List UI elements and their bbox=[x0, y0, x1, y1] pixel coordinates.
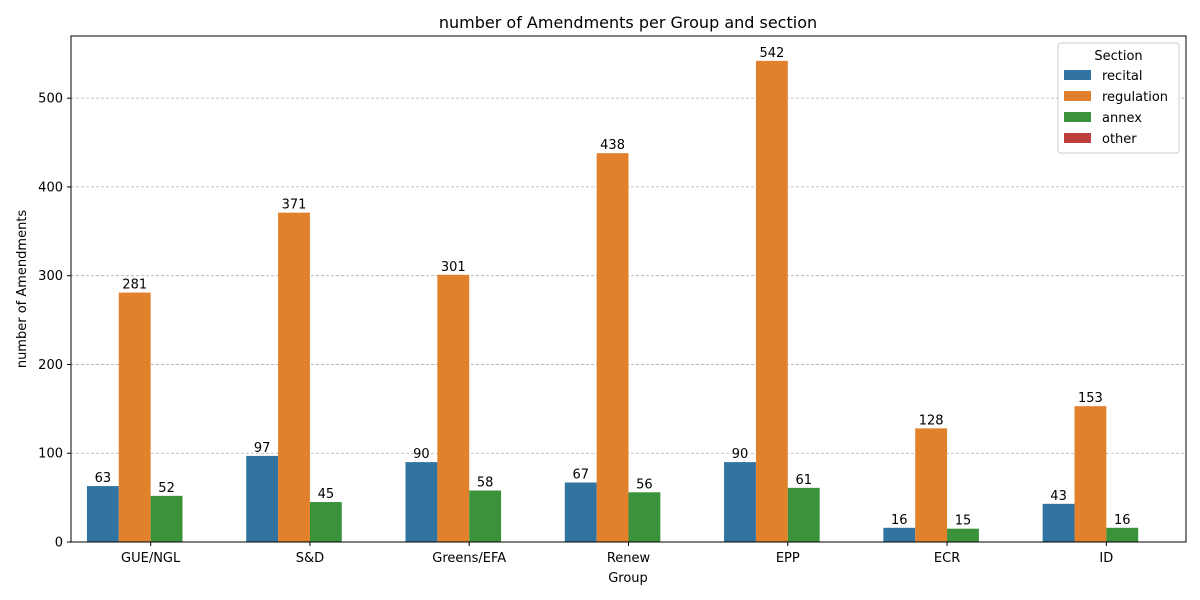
y-tick-label: 400 bbox=[38, 180, 63, 195]
data-label: 371 bbox=[282, 198, 307, 213]
legend-label-regulation: regulation bbox=[1102, 90, 1168, 105]
data-label: 542 bbox=[759, 46, 784, 61]
data-label: 90 bbox=[732, 447, 749, 462]
y-tick-label: 200 bbox=[38, 358, 63, 373]
bar-annex bbox=[469, 490, 502, 542]
bar-recital bbox=[1042, 503, 1075, 542]
legend-label-other: other bbox=[1102, 132, 1137, 147]
bar-recital bbox=[246, 455, 279, 542]
bar-regulation bbox=[755, 60, 788, 542]
y-tick-label: 500 bbox=[38, 92, 63, 107]
x-tick-label: ID bbox=[1099, 551, 1113, 566]
data-label: 15 bbox=[955, 514, 972, 529]
bar-annex bbox=[150, 495, 183, 542]
legend-title: Section bbox=[1094, 49, 1142, 64]
data-label: 16 bbox=[1114, 513, 1131, 528]
bar-recital bbox=[724, 462, 756, 542]
data-label: 63 bbox=[95, 471, 112, 486]
data-label: 56 bbox=[636, 477, 653, 492]
bar-annex bbox=[1106, 527, 1139, 542]
bar-annex bbox=[947, 528, 979, 542]
data-label: 301 bbox=[441, 260, 466, 275]
data-label: 438 bbox=[600, 138, 625, 153]
y-axis-title: number of Amendments bbox=[15, 210, 30, 369]
bar-annex bbox=[628, 492, 661, 542]
bar-regulation bbox=[278, 212, 310, 543]
bars-group bbox=[86, 60, 1139, 543]
data-label: 128 bbox=[919, 413, 944, 428]
legend-swatch-recital bbox=[1064, 70, 1091, 80]
data-label: 52 bbox=[158, 481, 175, 496]
bar-recital bbox=[564, 482, 597, 542]
legend-swatch-other bbox=[1064, 133, 1091, 143]
y-tick-label: 100 bbox=[38, 447, 63, 462]
y-tick-label: 300 bbox=[38, 269, 63, 284]
bar-regulation bbox=[437, 274, 470, 542]
data-label: 16 bbox=[891, 513, 908, 528]
x-tick-label: Renew bbox=[607, 551, 651, 566]
legend-swatch-regulation bbox=[1064, 91, 1091, 101]
chart-title: number of Amendments per Group and secti… bbox=[439, 13, 817, 32]
x-tick-label: EPP bbox=[776, 551, 800, 566]
data-label: 43 bbox=[1050, 489, 1067, 504]
legend-label-annex: annex bbox=[1102, 111, 1142, 126]
data-label: 45 bbox=[318, 487, 335, 502]
data-label: 61 bbox=[795, 473, 812, 488]
y-tick-label: 0 bbox=[55, 536, 63, 551]
bar-regulation bbox=[915, 428, 948, 542]
legend-label-recital: recital bbox=[1102, 69, 1143, 84]
data-label: 281 bbox=[122, 278, 147, 293]
legend-swatch-annex bbox=[1064, 112, 1091, 122]
bar-annex bbox=[309, 502, 342, 542]
data-labels-group: 63 281 52 97 371 45 90 301 58 67 438 56 90 542 61 16 128… bbox=[95, 46, 1131, 529]
legend: Section recital regulation annex other bbox=[1057, 42, 1180, 154]
data-label: 90 bbox=[413, 447, 430, 462]
bar-annex bbox=[787, 487, 820, 542]
bar-recital bbox=[883, 527, 916, 542]
data-label: 97 bbox=[254, 441, 271, 456]
bar-recital bbox=[86, 486, 119, 542]
data-label: 58 bbox=[477, 476, 494, 491]
x-axis-title: Group bbox=[608, 571, 648, 586]
x-axis: GUE/NGL S&D Greens/EFA Renew EPP ECR ID bbox=[121, 542, 1113, 566]
bar-regulation bbox=[118, 292, 151, 542]
bar-regulation bbox=[1074, 406, 1107, 542]
bar-recital bbox=[405, 462, 438, 542]
y-axis: 0 100 200 300 400 500 bbox=[38, 92, 71, 551]
data-label: 153 bbox=[1078, 391, 1103, 406]
data-label: 67 bbox=[572, 468, 589, 483]
x-tick-label: S&D bbox=[296, 551, 324, 566]
bar-regulation bbox=[596, 153, 629, 542]
x-tick-label: Greens/EFA bbox=[432, 551, 506, 566]
x-tick-label: ECR bbox=[934, 551, 960, 566]
x-tick-label: GUE/NGL bbox=[121, 551, 181, 566]
